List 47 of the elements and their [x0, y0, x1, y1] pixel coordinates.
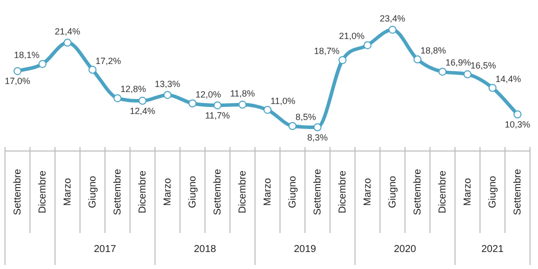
x-tick-label: Settembre — [412, 168, 424, 216]
x-tick-label: Giugno — [287, 175, 298, 208]
data-label: 13,3% — [154, 78, 180, 89]
x-tick-label: Marzo — [262, 178, 274, 206]
data-label: 14,4% — [496, 74, 522, 84]
x-tick-label: Giugno — [187, 175, 198, 208]
x-tick-label: Giugno — [487, 175, 498, 208]
x-tick-label: Marzo — [62, 178, 74, 206]
text: 2019 — [294, 244, 317, 255]
x-tick-label: Dicembre — [137, 170, 148, 214]
data-label: 23,4% — [380, 14, 406, 24]
data-label: 12,8% — [120, 84, 146, 94]
data-label: 18,8% — [420, 45, 446, 56]
data-label: 11,8% — [230, 88, 255, 99]
data-label: 16,9% — [446, 58, 472, 68]
x-tick-label: Marzo — [362, 178, 374, 206]
data-label: 11,7% — [205, 110, 230, 120]
data-label: 8,3% — [307, 132, 328, 142]
data-label: 21,0% — [338, 31, 364, 42]
data-label: 21,4% — [54, 26, 80, 37]
data-label: 11,0% — [270, 96, 296, 106]
text: 2018 — [194, 244, 217, 255]
x-tick-label: Settembre — [212, 168, 224, 216]
x-tick-label: Giugno — [387, 175, 398, 208]
x-tick-label: Marzo — [462, 178, 474, 206]
x-tick-label: Dicembre — [437, 170, 448, 214]
x-tick-label: Settembre — [112, 168, 124, 216]
text: 2020 — [394, 244, 417, 255]
data-label: 17,0% — [4, 76, 30, 86]
x-tick-label: Settembre — [512, 168, 524, 216]
text: 2021 — [481, 244, 504, 255]
x-tick-label: Giugno — [87, 175, 98, 208]
data-label: 18,1% — [14, 50, 40, 60]
data-label: 8,5% — [296, 112, 316, 122]
x-tick-label: Dicembre — [337, 170, 348, 214]
x-tick-label: Dicembre — [237, 170, 248, 214]
data-label: 18,7% — [314, 46, 340, 56]
x-tick-label: Dicembre — [37, 170, 48, 214]
text: 2017 — [94, 244, 117, 255]
x-tick-label: Settembre — [12, 168, 24, 216]
x-tick-label: Marzo — [162, 178, 174, 206]
data-label: 12,4% — [130, 106, 156, 116]
data-label: 17,2% — [96, 56, 122, 66]
data-label: 10,3% — [504, 119, 530, 130]
data-label: 12,0% — [196, 89, 222, 100]
x-tick-label: Settembre — [312, 168, 324, 216]
data-label: 16,5% — [470, 60, 496, 70]
